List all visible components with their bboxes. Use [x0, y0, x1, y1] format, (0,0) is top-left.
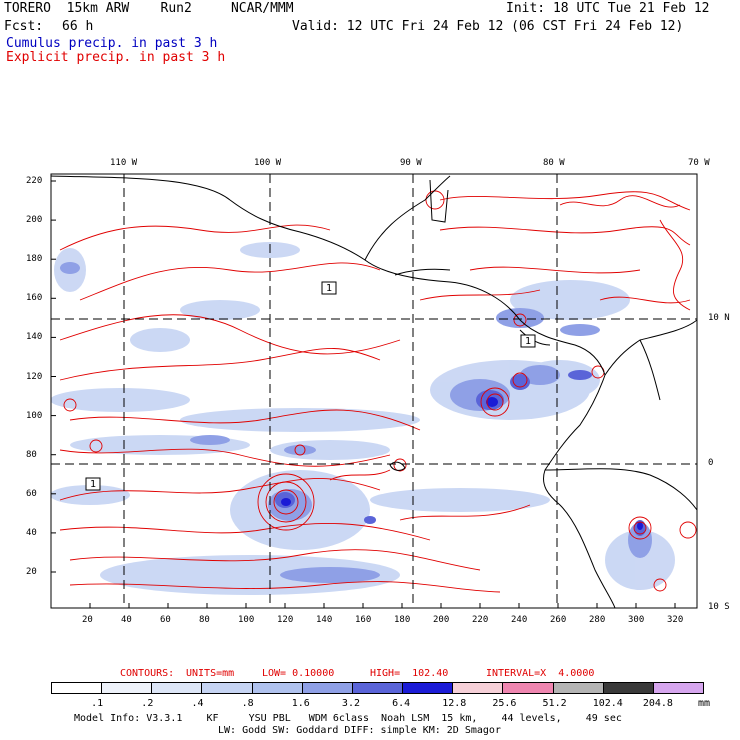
lat-label: 10 S — [708, 602, 730, 612]
colorbar-swatch — [602, 682, 654, 694]
colorbar-swatch — [552, 682, 604, 694]
lat-label: 10 N — [708, 313, 730, 323]
y-tick-label: 180 — [26, 254, 43, 265]
colorbar-tick-label: .2 — [141, 698, 154, 709]
colorbar-swatch — [251, 682, 303, 694]
y-tick-label: 60 — [26, 488, 37, 499]
y-tick-label: 160 — [26, 293, 43, 304]
x-tick-label: 100 — [238, 615, 255, 625]
contours-label: CONTOURS: — [120, 668, 175, 679]
colorbar-tick-label: 3.2 — [341, 698, 360, 709]
colorbar-swatch — [201, 682, 253, 694]
lat-label: 0 — [708, 458, 714, 468]
colorbar-tick-label: 51.2 — [542, 698, 567, 709]
contours-units: UNITS=mm — [186, 668, 235, 679]
colorbar-swatch — [301, 682, 353, 694]
x-tick-label: 240 — [511, 615, 528, 625]
y-tick-label: 40 — [26, 527, 37, 538]
x-tick-label: 20 — [82, 615, 93, 625]
colorbar-tick-label: 25.6 — [492, 698, 517, 709]
colorbar-swatch — [452, 682, 504, 694]
coastlines — [51, 175, 697, 608]
x-tick-label: 80 — [199, 615, 210, 625]
lon-label: 70 W — [688, 158, 710, 168]
x-tick-label: 120 — [277, 615, 294, 625]
x-tick-label: 280 — [589, 615, 606, 625]
lon-label: 90 W — [400, 158, 422, 168]
x-tick-label: 260 — [550, 615, 567, 625]
colorbar-tick-label: .8 — [241, 698, 254, 709]
colorbar-tick-label: 12.8 — [442, 698, 467, 709]
field-cumulus-title: Cumulus precip. in past 3 h — [6, 36, 218, 51]
lon-label: 80 W — [543, 158, 565, 168]
colorbar-tick-label: 6.4 — [392, 698, 411, 709]
y-tick-label: 140 — [26, 332, 43, 343]
contours-low: LOW= 0.10000 — [262, 668, 335, 679]
colorbar-swatch — [151, 682, 203, 694]
x-tick-label: 40 — [121, 615, 132, 625]
forecast-label: Fcst: — [4, 19, 44, 34]
colorbar-unit: mm — [698, 698, 711, 709]
contour-label: 1 — [90, 479, 97, 490]
colorbar-tick-label: .4 — [191, 698, 204, 709]
explicit-precip-contours — [59, 190, 697, 593]
x-tick-label: 60 — [160, 615, 171, 625]
axis-ticks — [51, 180, 676, 608]
x-tick-label: 180 — [394, 615, 411, 625]
contours-interval: INTERVAL=X 4.0000 — [486, 668, 595, 679]
contours-high: HIGH= 102.40 — [370, 668, 449, 679]
model-info-line2: LW: Godd SW: Goddard DIFF: simple KM: 2D… — [218, 725, 501, 736]
y-tick-label: 20 — [26, 567, 37, 577]
contour-label: 1 — [525, 336, 532, 347]
y-tick-label: 120 — [26, 371, 43, 382]
x-tick-label: 300 — [628, 615, 645, 625]
colorbar-swatch — [402, 682, 454, 694]
model-info-line1: Model Info: V3.3.1 KF YSU PBL WDM 6class… — [74, 713, 622, 724]
colorbar-swatch — [101, 682, 153, 694]
x-tick-label: 200 — [433, 615, 450, 625]
colorbar-tick-label: 204.8 — [642, 698, 673, 709]
forecast-hour: 66 h — [62, 19, 94, 34]
y-tick-label: 80 — [26, 449, 37, 460]
colorbar-tick-label: .1 — [91, 698, 104, 709]
contour-label-boxes — [85, 281, 536, 491]
model-title: TORERO 15km ARW Run2 NCAR/MMM — [4, 1, 294, 16]
map-frame — [50, 173, 698, 609]
lon-label: 100 W — [254, 158, 282, 168]
x-tick-label: 320 — [667, 615, 684, 625]
x-tick-label: 220 — [472, 615, 489, 625]
colorbar-swatch — [502, 682, 554, 694]
y-tick-label: 220 — [26, 176, 43, 186]
x-tick-label: 160 — [355, 615, 372, 625]
colorbar-tick-label: 1.6 — [291, 698, 310, 709]
colorbar-tick-label: 102.4 — [592, 698, 623, 709]
lat-lon-grid — [51, 174, 697, 608]
colorbar-swatch — [51, 682, 103, 694]
init-time: Init: 18 UTC Tue 21 Feb 12 — [506, 1, 710, 16]
y-tick-label: 200 — [26, 215, 43, 226]
colorbar-swatch — [652, 682, 704, 694]
lon-label: 110 W — [110, 158, 138, 168]
field-explicit-title: Explicit precip. in past 3 h — [6, 50, 226, 65]
valid-time: Valid: 12 UTC Fri 24 Feb 12 (06 CST Fri … — [292, 19, 684, 34]
contour-label: 1 — [326, 283, 333, 294]
x-tick-label: 140 — [316, 615, 333, 625]
y-tick-label: 100 — [26, 410, 43, 421]
colorbar-swatch — [351, 682, 404, 694]
